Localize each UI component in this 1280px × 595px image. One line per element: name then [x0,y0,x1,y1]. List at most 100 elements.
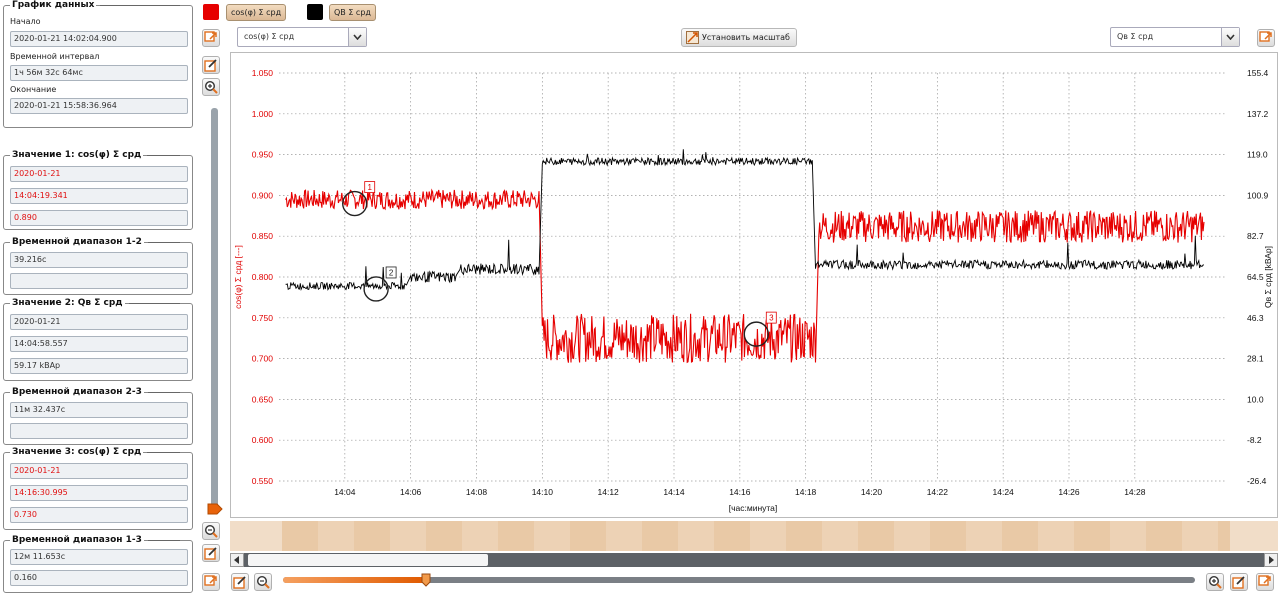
edit-button[interactable] [202,56,220,74]
set-scale-button[interactable]: Установить масштаб [681,28,797,47]
marker-label: 1 [367,183,372,192]
edit-icon [1232,576,1245,589]
marker-label-box [765,311,777,324]
overview-selection[interactable] [282,521,1230,551]
zoom-in-bottom-button[interactable] [1206,573,1224,591]
export-button[interactable] [202,29,220,47]
range23-extra-field[interactable] [10,423,188,439]
y-left-tick-label: 1.000 [252,109,274,119]
range23-value-field[interactable]: 11м 32.437с [10,402,188,418]
edit-bottom-right-button[interactable] [1230,573,1248,591]
scale-icon [686,31,699,44]
zoom-out-bottom-button[interactable] [254,573,272,591]
value2-value-field[interactable]: 59.17 kВАр [10,358,188,374]
y-right-tick-label: 10.0 [1247,394,1264,404]
end-field[interactable]: 2020-01-21 15:58:36.964 [10,98,188,114]
y-right-tick-label: 100.9 [1247,190,1269,200]
x-tick-label: 14:28 [1124,487,1146,497]
zoom-out-icon [256,575,270,589]
vertical-zoom-thumb[interactable] [207,503,223,515]
y-right-tick-label: -8.2 [1247,435,1262,445]
marker-circle [363,276,389,302]
y-left-tick-label: 0.650 [252,394,274,404]
edit-bottom-button[interactable] [231,573,249,591]
zoom-in-icon [204,80,218,94]
export-bottom-right-button[interactable] [1256,573,1274,591]
left-axis-select[interactable]: cos(φ) Σ срд [237,27,367,47]
legend1-button[interactable]: cos(φ) Σ срд [226,4,287,21]
export-icon [204,31,217,42]
horizontal-zoom-knob[interactable] [421,573,431,587]
marker-circle [342,190,368,217]
y-left-tick-label: 0.800 [252,272,274,282]
group-title-rule [148,242,180,243]
data-graph-title: График данных [10,0,97,10]
interval-field[interactable]: 1ч 56м 32с 64мс [10,65,188,81]
right-axis-select[interactable]: Qв Σ срд [1110,27,1240,47]
edit-icon [233,576,246,589]
horizontal-scroll-thumb[interactable] [248,554,488,566]
overview-strip[interactable] [230,521,1278,551]
set-scale-label: Установить масштаб [702,33,790,42]
horizontal-zoom-slider[interactable] [283,577,1195,583]
group-title-rule [148,392,180,393]
y-right-tick-label: 137.2 [1247,109,1269,119]
marker-label-box [364,181,376,193]
line-chart[interactable]: 1.050 1.000 0.950 0.900 0.850 0.800 0.750 0.700… [231,53,1279,519]
edit-button-2[interactable] [202,544,220,562]
export-right-button[interactable] [1257,29,1275,47]
value3-value-field[interactable]: 0.730 [10,507,188,523]
value1-date-field[interactable]: 2020-01-21 [10,166,188,182]
group-title-rule [148,540,180,541]
export-button-2[interactable] [202,573,220,591]
value2-date-field[interactable]: 2020-01-21 [10,314,188,330]
horizontal-scrollbar[interactable] [230,553,1278,567]
range23-title: Временной диапазон 2-3 [10,387,144,397]
value1-title: Значение 1: cos(φ) Σ срд [10,150,144,160]
range12-title: Временной диапазон 1-2 [10,237,144,247]
y-right-axis-label: Qв Σ срд [kВАр] [1263,246,1273,308]
value1-time-field[interactable]: 14:04:19.341 [10,188,188,204]
x-tick-label: 14:20 [861,487,883,497]
y-right-tick-label: 46.3 [1247,313,1264,323]
value2-time-field[interactable]: 14:04:58.557 [10,336,188,352]
end-label: Окончание [10,85,57,94]
series-cos-phi-line [285,188,1205,364]
marker-label: 2 [389,268,394,277]
y-left-tick-label: 0.950 [252,150,274,160]
value2-group: Значение 2: Qв Σ срд 2020-01-21 14:04:58… [3,298,193,381]
y-left-tick-label: 0.550 [252,476,274,486]
marker-label: 3 [769,314,774,323]
vertical-zoom-scrollbar[interactable] [211,108,218,512]
range13-value-field[interactable]: 12м 11.653с [10,549,188,565]
y-right-tick-label: 119.0 [1247,150,1268,160]
range12-extra-field[interactable] [10,273,188,289]
zoom-out-button[interactable] [202,522,220,540]
scroll-right-icon[interactable] [1264,553,1278,567]
legend2-button[interactable]: QВ Σ срд [329,4,376,21]
zoom-in-button[interactable] [202,78,220,96]
x-tick-label: 14:22 [927,487,949,497]
y-left-tick-label: 0.750 [252,313,274,323]
value3-time-field[interactable]: 14:16:30.995 [10,485,188,501]
chevron-down-icon[interactable] [1221,28,1239,46]
zoom-in-icon [1208,575,1222,589]
legend2-swatch[interactable] [307,4,323,20]
start-field[interactable]: 2020-01-21 14:02:04.900 [10,31,188,47]
right-axis-select-value: Qв Σ срд [1117,32,1154,41]
x-tick-label: 14:26 [1058,487,1080,497]
value3-group: Значение 3: cos(φ) Σ срд 2020-01-21 14:1… [3,447,193,530]
value3-date-field[interactable]: 2020-01-21 [10,463,188,479]
export-icon [1259,31,1272,42]
x-tick-label: 14:14 [663,487,685,497]
chevron-down-icon[interactable] [348,28,366,46]
data-graph-group: График данных Начало 2020-01-21 14:02:04… [3,0,193,128]
legend1-swatch[interactable] [203,4,219,20]
range12-value-field[interactable]: 39.216с [10,252,188,268]
range13-extra-field[interactable]: 0.160 [10,570,188,586]
range12-group: Временной диапазон 1-2 39.216с [3,237,193,295]
chart-area[interactable]: 1.050 1.000 0.950 0.900 0.850 0.800 0.750 0.700… [230,52,1278,518]
value1-value-field[interactable]: 0.890 [10,210,188,226]
scroll-left-icon[interactable] [230,553,244,567]
